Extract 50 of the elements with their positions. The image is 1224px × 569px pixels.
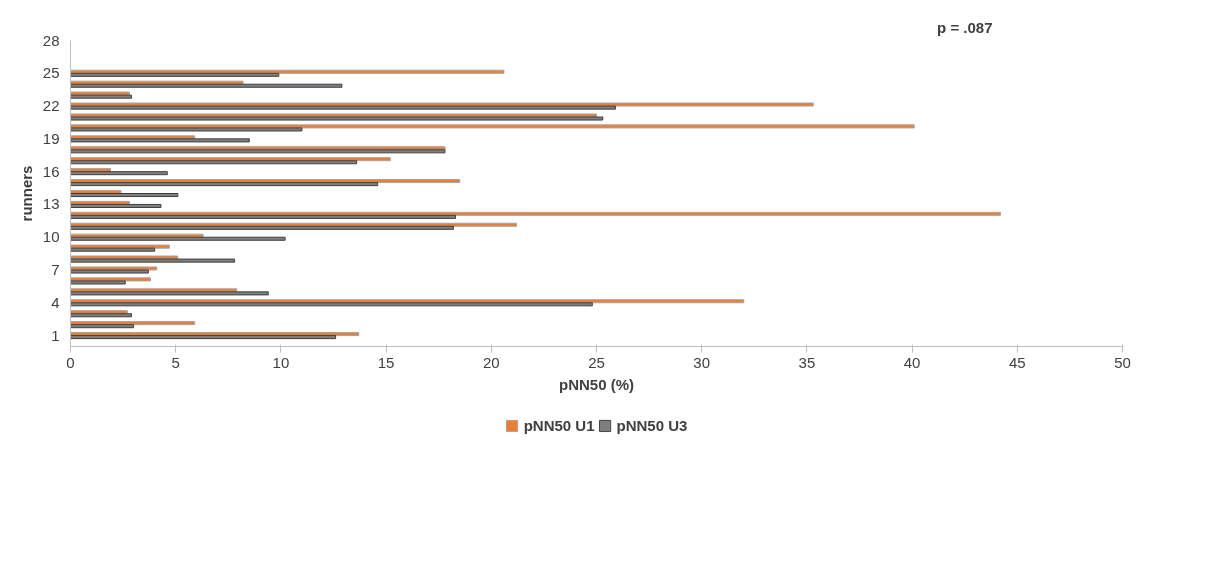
x-tick-label: 45 [1008,353,1026,371]
x-tick-label: 15 [377,353,395,371]
y-tick-label: 7 [51,261,60,278]
bar [70,269,149,274]
x-axis-title: pNN50 (%) [559,375,635,393]
bar [70,105,616,110]
x-tick-label: 10 [272,353,290,371]
bar [70,280,126,285]
x-tick-label: 25 [588,353,605,371]
bar [70,83,343,88]
y-axis-title: runners [17,165,35,222]
x-tick-label: 30 [693,353,711,371]
y-tick-label: 13 [42,195,60,213]
bar [70,116,604,121]
bar [70,182,379,187]
y-tick-label: 22 [42,97,60,115]
bar [70,324,135,329]
bar [70,236,286,241]
bar [70,127,303,132]
y-tick-label: 28 [42,31,60,49]
bar [70,138,250,143]
x-tick-label: 20 [482,353,500,371]
bar [70,160,358,165]
x-tick-label: 0 [66,353,75,371]
bar [70,72,280,77]
y-tick-label: 1 [51,326,60,344]
text: p = .087 [937,18,993,36]
bar [70,291,269,296]
x-tick-label: 5 [171,353,180,371]
y-tick-label: 4 [51,293,60,311]
legend-label: pNN50 U1 [523,416,595,434]
bar [70,203,162,208]
bar [70,214,457,219]
y-tick-label: 10 [42,228,60,246]
bar [70,302,593,307]
bar [70,225,454,230]
x-tick-label: 40 [903,353,921,371]
bar [70,335,337,340]
y-tick-label: 16 [42,162,60,180]
legend-label: pNN50 U3 [616,416,688,434]
bar [70,258,236,263]
x-tick-label: 35 [798,353,816,371]
bar [70,124,915,129]
y-tick-label: 19 [42,129,60,147]
bar [70,313,133,318]
y-tick-label: 25 [42,64,60,82]
x-tick-label: 50 [1114,353,1131,371]
bar [70,247,156,252]
bar [70,193,179,198]
bar [70,171,168,176]
